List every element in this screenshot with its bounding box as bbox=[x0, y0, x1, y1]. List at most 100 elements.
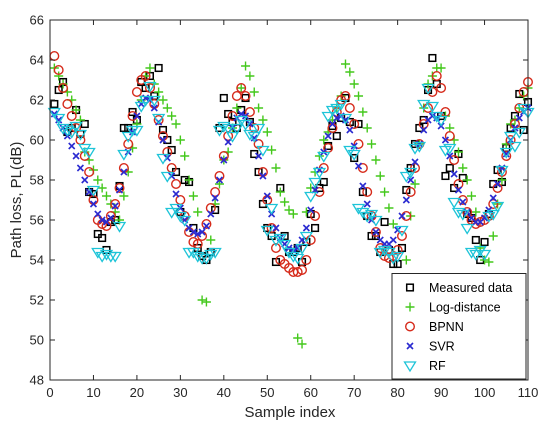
data-point bbox=[231, 90, 242, 101]
data-point bbox=[456, 209, 470, 221]
data-point bbox=[369, 215, 383, 227]
data-point bbox=[178, 215, 192, 227]
data-point bbox=[354, 119, 363, 129]
data-point bbox=[375, 171, 385, 181]
data-point bbox=[123, 138, 134, 149]
data-point bbox=[211, 194, 219, 202]
data-point bbox=[244, 106, 255, 117]
data-point bbox=[124, 123, 133, 133]
data-point bbox=[399, 171, 413, 183]
data-point bbox=[488, 198, 499, 209]
legend-label: RF bbox=[429, 359, 446, 373]
data-point bbox=[488, 231, 498, 241]
legend-item: Log-distance bbox=[405, 301, 501, 315]
x-tick-label: 50 bbox=[260, 385, 274, 400]
data-point bbox=[162, 103, 172, 113]
legend-marker bbox=[405, 302, 415, 312]
data-point bbox=[458, 163, 468, 173]
data-point bbox=[217, 121, 231, 133]
data-point bbox=[197, 295, 207, 305]
series-circle bbox=[49, 51, 534, 278]
data-point bbox=[249, 87, 259, 97]
data-point bbox=[68, 142, 76, 150]
data-point bbox=[347, 149, 361, 161]
data-point bbox=[334, 99, 348, 111]
data-point bbox=[390, 251, 405, 263]
data-point bbox=[140, 70, 151, 81]
data-point bbox=[330, 103, 344, 115]
data-point bbox=[349, 79, 359, 89]
data-point bbox=[471, 207, 481, 217]
data-point bbox=[55, 116, 63, 124]
data-point bbox=[302, 224, 310, 232]
data-point bbox=[201, 218, 212, 229]
data-point bbox=[377, 245, 392, 257]
data-point bbox=[262, 127, 272, 137]
data-point bbox=[236, 82, 247, 93]
data-point bbox=[508, 141, 522, 153]
x-tick-label: 40 bbox=[217, 385, 231, 400]
data-point bbox=[324, 132, 332, 140]
data-point bbox=[180, 151, 190, 161]
x-tick-label: 110 bbox=[518, 385, 539, 400]
data-point bbox=[114, 182, 125, 193]
data-point bbox=[240, 90, 251, 101]
axes: 0 10 20 30 40 50 60 70 80 90 100 110 48 50 52 54 56 58 60 6… bbox=[30, 13, 539, 401]
data-point bbox=[215, 176, 224, 184]
data-point bbox=[275, 187, 285, 197]
y-tick-label: 62 bbox=[30, 93, 44, 108]
data-point bbox=[286, 251, 301, 263]
data-point bbox=[259, 172, 267, 180]
data-point bbox=[263, 192, 271, 200]
x-tick-label: 90 bbox=[434, 385, 448, 400]
legend: Measured data Log-distance BPNN SVR RF bbox=[391, 273, 527, 380]
data-point bbox=[284, 205, 294, 215]
data-point bbox=[480, 237, 489, 247]
data-point bbox=[134, 101, 148, 113]
data-point bbox=[271, 163, 281, 173]
legend-item: SVR bbox=[406, 340, 455, 354]
data-point bbox=[349, 118, 360, 129]
data-point bbox=[471, 235, 480, 245]
data-point bbox=[121, 131, 135, 143]
data-point bbox=[101, 191, 111, 201]
data-point bbox=[346, 126, 354, 134]
data-point bbox=[459, 198, 467, 206]
y-tick-label: 60 bbox=[30, 133, 44, 148]
data-point bbox=[160, 171, 174, 183]
data-point bbox=[312, 167, 327, 179]
data-point bbox=[245, 71, 255, 81]
data-point bbox=[489, 194, 497, 202]
data-point bbox=[410, 179, 420, 189]
y-tick-label: 58 bbox=[30, 173, 44, 188]
data-point bbox=[345, 67, 355, 77]
y-tick-label: 56 bbox=[30, 213, 44, 228]
data-point bbox=[260, 225, 274, 237]
data-point bbox=[333, 114, 341, 122]
data-point bbox=[156, 153, 170, 165]
data-point bbox=[169, 203, 183, 215]
data-point bbox=[499, 147, 513, 159]
legend-marker bbox=[405, 283, 415, 292]
data-point bbox=[84, 166, 95, 177]
data-point bbox=[270, 242, 281, 253]
data-point bbox=[446, 152, 454, 160]
data-point bbox=[119, 191, 129, 201]
data-point bbox=[247, 131, 261, 143]
data-point bbox=[288, 209, 298, 219]
data-point bbox=[497, 175, 507, 185]
data-point bbox=[417, 99, 431, 111]
legend-label: Log-distance bbox=[429, 301, 501, 315]
legend-item: BPNN bbox=[405, 320, 464, 334]
data-point bbox=[305, 234, 316, 245]
data-point bbox=[462, 175, 472, 185]
data-point bbox=[354, 91, 364, 101]
data-point bbox=[201, 297, 211, 307]
data-point bbox=[443, 143, 457, 155]
data-point bbox=[154, 87, 164, 97]
data-point bbox=[147, 95, 161, 107]
data-point bbox=[495, 165, 509, 177]
data-point bbox=[47, 107, 62, 119]
x-axis-title: Sample index bbox=[245, 404, 336, 421]
